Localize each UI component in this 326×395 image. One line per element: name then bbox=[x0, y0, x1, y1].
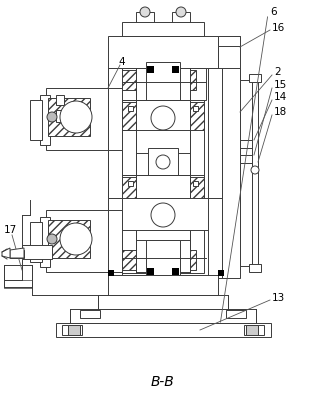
Bar bbox=[136, 100, 190, 198]
Bar bbox=[56, 323, 271, 337]
Bar bbox=[190, 100, 204, 198]
Bar bbox=[62, 325, 82, 335]
Circle shape bbox=[140, 7, 150, 17]
Bar bbox=[56, 95, 64, 105]
Text: B-B: B-B bbox=[151, 375, 175, 389]
Bar bbox=[122, 175, 136, 273]
Text: 13: 13 bbox=[272, 293, 285, 303]
Bar bbox=[147, 66, 154, 73]
Bar bbox=[222, 68, 240, 278]
Bar bbox=[208, 68, 222, 198]
Bar bbox=[146, 240, 180, 278]
Bar bbox=[147, 268, 154, 275]
Polygon shape bbox=[2, 248, 10, 258]
Bar bbox=[68, 325, 80, 335]
Bar bbox=[240, 155, 254, 163]
Bar bbox=[172, 250, 196, 270]
Text: 14: 14 bbox=[274, 92, 287, 102]
Bar bbox=[108, 198, 122, 278]
Circle shape bbox=[47, 112, 57, 122]
Bar bbox=[244, 325, 264, 335]
Bar bbox=[136, 68, 190, 100]
Bar bbox=[218, 36, 240, 46]
Bar bbox=[46, 88, 108, 150]
Bar bbox=[249, 74, 261, 82]
Bar bbox=[208, 198, 222, 278]
Bar bbox=[122, 250, 146, 270]
Bar bbox=[120, 68, 206, 100]
Circle shape bbox=[151, 203, 175, 227]
Bar bbox=[30, 222, 42, 262]
Bar bbox=[122, 22, 204, 36]
Bar bbox=[240, 140, 254, 148]
Bar bbox=[172, 66, 179, 73]
Bar bbox=[30, 100, 42, 140]
Bar bbox=[190, 175, 204, 273]
Bar bbox=[226, 310, 246, 318]
Circle shape bbox=[156, 155, 170, 169]
Text: 2: 2 bbox=[274, 67, 281, 77]
Bar bbox=[108, 270, 114, 276]
Bar bbox=[4, 280, 32, 288]
Bar bbox=[128, 181, 133, 186]
Bar bbox=[108, 68, 122, 198]
Bar bbox=[70, 309, 256, 323]
Bar bbox=[48, 220, 90, 258]
Bar bbox=[246, 325, 258, 335]
Bar bbox=[249, 264, 261, 272]
Text: 4: 4 bbox=[118, 57, 125, 67]
Bar bbox=[172, 12, 190, 24]
Bar bbox=[4, 265, 32, 287]
Bar bbox=[122, 102, 136, 130]
Bar bbox=[172, 268, 179, 275]
Bar bbox=[108, 210, 122, 272]
Bar bbox=[40, 217, 50, 267]
Bar bbox=[148, 148, 178, 180]
Bar bbox=[128, 106, 133, 111]
Bar bbox=[80, 310, 100, 318]
Circle shape bbox=[60, 101, 92, 133]
Circle shape bbox=[47, 234, 57, 244]
Bar bbox=[136, 153, 190, 175]
Bar bbox=[108, 36, 218, 68]
Circle shape bbox=[176, 7, 186, 17]
Bar bbox=[122, 100, 136, 198]
Bar bbox=[193, 181, 198, 186]
Bar bbox=[48, 98, 90, 136]
Bar bbox=[240, 80, 252, 266]
Bar bbox=[10, 250, 24, 258]
Bar bbox=[40, 95, 50, 145]
Bar bbox=[46, 210, 108, 272]
Text: 6: 6 bbox=[270, 7, 277, 17]
Bar bbox=[122, 177, 136, 205]
Bar bbox=[172, 70, 196, 90]
Bar bbox=[108, 198, 218, 230]
Bar bbox=[190, 177, 204, 205]
Bar bbox=[193, 106, 198, 111]
Bar bbox=[136, 175, 190, 273]
Polygon shape bbox=[10, 248, 24, 258]
Circle shape bbox=[251, 166, 259, 174]
Bar bbox=[108, 275, 218, 295]
Bar bbox=[122, 70, 146, 90]
Bar bbox=[252, 80, 258, 266]
Bar bbox=[108, 88, 122, 150]
Bar bbox=[218, 36, 240, 98]
Bar bbox=[136, 12, 154, 24]
Text: 17: 17 bbox=[4, 225, 17, 235]
Bar bbox=[136, 240, 190, 272]
Bar bbox=[98, 295, 228, 309]
Bar bbox=[190, 102, 204, 130]
Bar bbox=[22, 245, 52, 259]
Text: 15: 15 bbox=[274, 80, 287, 90]
Circle shape bbox=[151, 106, 175, 130]
Text: 18: 18 bbox=[274, 107, 287, 117]
Circle shape bbox=[60, 223, 92, 255]
Bar bbox=[218, 270, 224, 276]
Bar bbox=[146, 62, 180, 100]
Bar bbox=[56, 110, 64, 122]
Text: 16: 16 bbox=[272, 23, 285, 33]
